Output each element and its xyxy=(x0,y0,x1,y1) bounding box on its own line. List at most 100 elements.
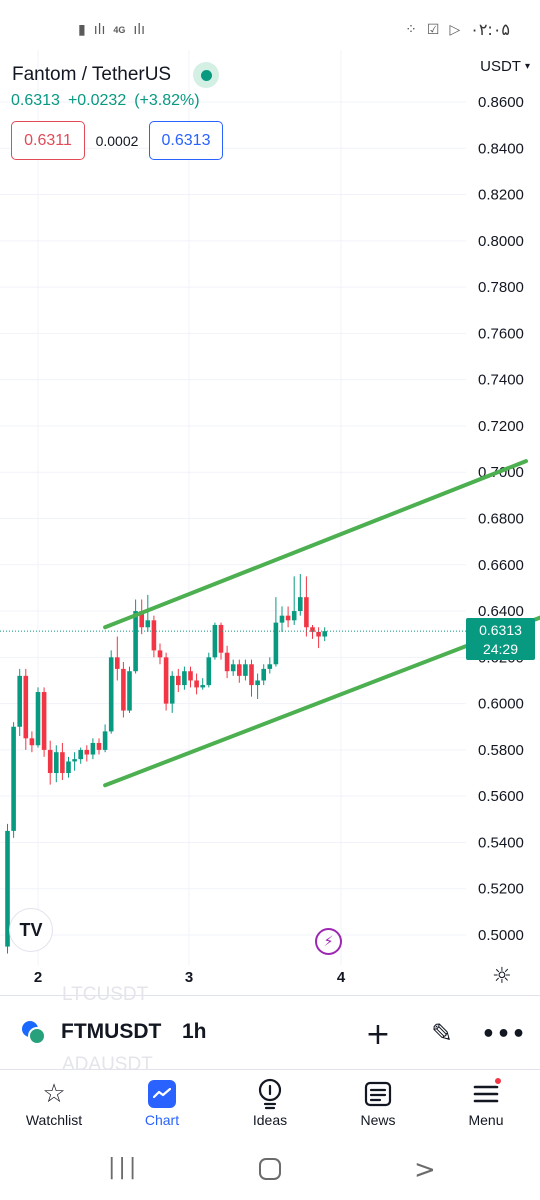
candle-body xyxy=(54,752,59,774)
buy-button[interactable]: 0.6313 xyxy=(149,121,223,160)
candle-body xyxy=(139,611,144,628)
nav-menu[interactable]: Menu xyxy=(432,1070,540,1139)
candle-body xyxy=(127,671,132,711)
status-bar: ▮ ılı 4G ılı ⁘ ☑ ▷ ۰۲:۰۵ xyxy=(0,0,540,62)
candle-body xyxy=(11,726,16,831)
chart-icon xyxy=(108,1076,216,1112)
currency-label: USDT xyxy=(480,58,521,75)
notification-dot xyxy=(493,1076,503,1086)
candle-body xyxy=(224,652,230,672)
candle-body xyxy=(145,620,151,628)
candle-body xyxy=(261,668,266,681)
candle-countdown: 24:29 xyxy=(482,641,519,657)
interval-button[interactable]: 1h xyxy=(182,1020,207,1043)
candle-body xyxy=(66,761,71,774)
quote-row: 0.6311 0.0002 0.6313 xyxy=(11,121,223,160)
candle-body xyxy=(310,627,315,632)
y-tick-label: 0.6000 xyxy=(478,696,524,713)
candle-body xyxy=(78,749,83,760)
chart-area[interactable]: 0.8600 0.8400 0.8200 0.8000 0.7800 0.7600 0.74… xyxy=(0,50,540,995)
x-tick-label: 3 xyxy=(185,969,193,986)
network-type: 4G xyxy=(113,24,126,35)
play-store-icon: ▷ xyxy=(449,21,461,38)
more-options-icon[interactable]: ••• xyxy=(481,1021,527,1047)
candle-body xyxy=(273,622,279,665)
candle-body xyxy=(72,759,77,762)
symbol-title[interactable]: Fantom / TetherUS xyxy=(12,64,172,85)
price-tag-value: 0.6313 xyxy=(479,622,522,638)
candle-body xyxy=(84,749,90,755)
candle-body xyxy=(169,675,175,704)
nav-news[interactable]: News xyxy=(324,1070,432,1139)
nav-label: Menu xyxy=(468,1112,504,1128)
candle-body xyxy=(267,664,273,669)
candle-body xyxy=(163,657,169,704)
price-change: +0.0232 xyxy=(67,92,127,109)
candle-body xyxy=(60,752,65,774)
spread-value: 0.0002 xyxy=(95,132,139,149)
y-tick-label: 0.5800 xyxy=(478,742,524,759)
y-tick-label: 0.8400 xyxy=(478,140,524,157)
candle-body xyxy=(237,664,242,676)
back-icon[interactable]: > xyxy=(414,1155,436,1185)
candle-body xyxy=(29,738,35,746)
candle-body xyxy=(249,664,254,686)
add-icon[interactable]: + xyxy=(365,1016,391,1052)
star-icon: ☆ xyxy=(42,1079,66,1109)
candle-body xyxy=(157,650,163,658)
candle-body xyxy=(17,675,22,727)
lightning-icon[interactable]: ⚡ xyxy=(315,928,342,955)
lightbulb-icon xyxy=(216,1076,324,1112)
y-tick-label: 0.5200 xyxy=(478,881,524,898)
recents-icon[interactable]: ||| xyxy=(108,1155,140,1180)
battery-icon: ▮ xyxy=(78,22,86,38)
candle-body xyxy=(200,685,205,688)
currency-selector[interactable]: USDT ▾ xyxy=(480,58,530,75)
candle-body xyxy=(279,615,285,623)
trend-line xyxy=(103,459,528,630)
candle-body xyxy=(5,830,10,947)
home-icon[interactable] xyxy=(259,1158,281,1180)
check-box-icon: ☑ xyxy=(426,21,440,38)
x-tick-label: 2 xyxy=(34,969,42,986)
y-tick-label: 0.8200 xyxy=(478,187,524,204)
nav-chart[interactable]: Chart xyxy=(108,1070,216,1139)
nav-watchlist[interactable]: ☆ Watchlist xyxy=(0,1070,108,1139)
candlestick-chart[interactable]: 0.8600 0.8400 0.8200 0.8000 0.7800 0.7600 0.74… xyxy=(0,50,540,995)
candle-body xyxy=(115,657,120,669)
candle-body xyxy=(316,631,321,637)
newspaper-icon xyxy=(324,1076,432,1112)
symbol-button[interactable]: FTMUSDT xyxy=(61,1020,162,1043)
tradingview-logo-icon[interactable]: TV xyxy=(9,908,53,952)
candle-body xyxy=(285,615,291,621)
candle-body xyxy=(151,620,157,651)
hamburger-menu-icon xyxy=(432,1076,540,1112)
candle-body xyxy=(90,742,96,755)
nav-label: Chart xyxy=(144,1112,180,1128)
candle-body xyxy=(255,680,260,686)
sell-button[interactable]: 0.6311 xyxy=(11,121,85,160)
candle-body xyxy=(108,657,114,732)
candle-body xyxy=(304,597,309,628)
symbol-header[interactable]: Fantom / TetherUS xyxy=(12,62,220,88)
ftm-usdt-icon xyxy=(20,1019,46,1045)
bottom-nav: ☆ Watchlist Chart Ideas News Menu xyxy=(0,1069,540,1139)
y-tick-label: 0.7600 xyxy=(478,325,524,342)
drawing-pen-icon[interactable]: ✎ xyxy=(431,1019,453,1049)
candle-body xyxy=(188,671,193,681)
y-tick-label: 0.8000 xyxy=(478,233,524,250)
android-nav-bar: ||| > xyxy=(0,1139,540,1200)
y-tick-label: 0.7800 xyxy=(478,279,524,296)
nav-ideas[interactable]: Ideas xyxy=(216,1070,324,1139)
x-tick-label: 4 xyxy=(337,969,346,986)
candle-body xyxy=(176,675,181,686)
candle-body xyxy=(194,680,199,688)
candle-body xyxy=(102,731,108,750)
nav-label: Watchlist xyxy=(25,1112,83,1128)
gear-icon[interactable]: ☼ xyxy=(492,964,512,989)
signal-icon: ılı xyxy=(133,22,146,38)
y-tick-label: 0.5600 xyxy=(478,788,524,805)
candle-body xyxy=(212,624,218,658)
y-tick-label: 0.5000 xyxy=(478,927,524,944)
ghost-symbol-above: LTCUSDT xyxy=(62,984,149,1005)
